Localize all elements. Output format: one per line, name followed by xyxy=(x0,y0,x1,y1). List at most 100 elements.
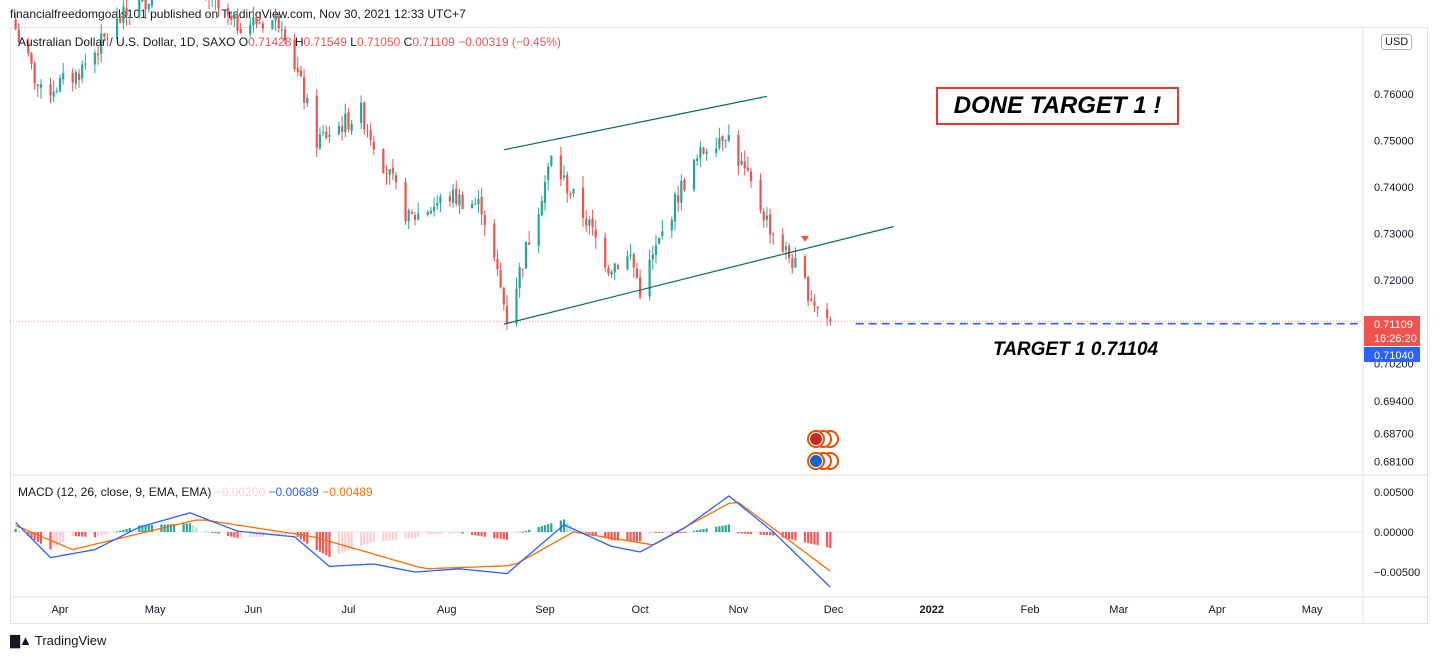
macd-histogram-bar xyxy=(499,532,502,539)
currency-badge[interactable]: USD xyxy=(1381,34,1413,50)
macd-histogram-bar xyxy=(547,524,550,532)
candle-body xyxy=(524,241,528,269)
macd-tick-label: 0.00000 xyxy=(1374,527,1414,539)
tradingview-brand: TradingView xyxy=(34,633,107,648)
macd-histogram-bar xyxy=(740,532,743,534)
macd-histogram-bar xyxy=(230,532,233,537)
candle-body xyxy=(715,148,718,153)
candle-body xyxy=(274,15,277,21)
macd-histogram-bar xyxy=(84,532,87,537)
macd-histogram-bar xyxy=(211,532,214,533)
macd-histogram-bar xyxy=(677,532,680,533)
macd-histogram-bar xyxy=(493,532,496,539)
candle-body xyxy=(803,256,807,278)
candle-body xyxy=(33,63,36,84)
macd-hist-value: −0.00200 xyxy=(214,485,266,499)
macd-histogram-bar xyxy=(166,524,169,532)
macd-histogram-bar xyxy=(715,526,718,532)
macd-histogram-bar xyxy=(325,532,328,556)
candle-body xyxy=(528,242,531,245)
candle-body xyxy=(654,245,658,255)
candle-body xyxy=(746,167,749,170)
macd-histogram-bar xyxy=(569,525,572,532)
macd-histogram-bar xyxy=(347,532,350,551)
candle-body xyxy=(93,52,96,65)
macd-histogram-bar xyxy=(629,532,632,541)
macd-histogram-bar xyxy=(236,532,239,539)
candle-body xyxy=(30,52,33,64)
macd-histogram-bar xyxy=(616,532,620,541)
macd-histogram-bar xyxy=(214,532,217,533)
candle-body xyxy=(724,140,727,142)
macd-histogram-bar xyxy=(36,532,39,542)
chart-frame xyxy=(10,27,1428,624)
macd-histogram-bar xyxy=(252,532,255,538)
macd-histogram-bar xyxy=(613,532,616,541)
time-axis: Apr May Jun Jul Aug Sep Oct Nov Dec 2022 Feb Mar Apr… xyxy=(51,604,1323,616)
candle-body xyxy=(252,17,255,26)
candle-body xyxy=(496,258,499,270)
candle-body xyxy=(626,256,629,270)
candle-body xyxy=(791,258,794,269)
macd-histogram-bar xyxy=(518,532,521,533)
macd-histogram-bar xyxy=(74,532,77,537)
macd-histogram-bar xyxy=(344,532,347,552)
economic-events[interactable] xyxy=(807,430,839,470)
macd-histogram-bar xyxy=(791,532,794,540)
candle-body xyxy=(807,276,810,301)
candle-body xyxy=(236,14,239,31)
macd-histogram-bar xyxy=(274,532,277,536)
candle-body xyxy=(125,8,128,16)
candle-body xyxy=(391,167,394,174)
time-tick-label: Aug xyxy=(437,604,457,616)
macd-histogram-bar xyxy=(604,532,607,539)
candle-body xyxy=(696,158,699,161)
candle-body xyxy=(727,135,730,141)
candle-body xyxy=(141,0,144,2)
candle-body xyxy=(718,137,721,148)
macd-histogram-bar xyxy=(661,532,664,533)
candle-body xyxy=(115,18,119,40)
macd-histogram-bar xyxy=(746,532,749,534)
macd-histogram-bar xyxy=(705,528,708,532)
macd-histogram-bar xyxy=(385,532,388,541)
macd-line-value: −0.00689 xyxy=(268,485,319,499)
macd-histogram-bar xyxy=(480,532,483,537)
macd-histogram-bar xyxy=(524,530,528,532)
candle-body xyxy=(607,267,610,274)
candle-body xyxy=(673,193,677,222)
high-label: H xyxy=(294,35,304,49)
candle-body xyxy=(448,196,452,202)
macd-histogram-bar xyxy=(813,532,816,545)
macd-histogram-bar xyxy=(217,532,220,534)
tradingview-logo[interactable]: ▇▲ TradingView xyxy=(10,633,106,649)
candle-body xyxy=(461,194,464,210)
macd-histogram-bar xyxy=(737,532,740,534)
macd-histogram-bar xyxy=(122,529,125,532)
open-value: 0.71428 xyxy=(248,35,292,49)
macd-histogram-bar xyxy=(528,529,531,532)
candle-body xyxy=(280,29,283,31)
candle-body xyxy=(14,19,17,30)
channel-lower-line xyxy=(503,225,894,325)
macd-histogram-bar xyxy=(718,526,721,532)
us-flag-icon xyxy=(810,433,822,445)
macd-histogram-bar xyxy=(360,532,363,547)
candle-body xyxy=(540,200,543,216)
candle-body xyxy=(474,203,477,205)
price-tick-label: 0.75000 xyxy=(1374,136,1414,148)
macd-histogram-bar xyxy=(772,532,775,536)
candle-body xyxy=(639,277,642,298)
macd-histogram-bar xyxy=(96,532,100,537)
candle-body xyxy=(759,179,762,210)
time-tick-label: Feb xyxy=(1021,604,1040,616)
candle-body xyxy=(372,141,375,150)
macd-histogram-bar xyxy=(768,532,772,536)
macd-histogram-bar xyxy=(458,532,461,534)
macd-histogram-bar xyxy=(100,532,103,536)
macd-histogram-bar xyxy=(632,532,635,542)
macd-histogram-bar xyxy=(366,532,369,544)
target-price-tag xyxy=(1364,347,1420,362)
candle-body xyxy=(261,23,264,29)
